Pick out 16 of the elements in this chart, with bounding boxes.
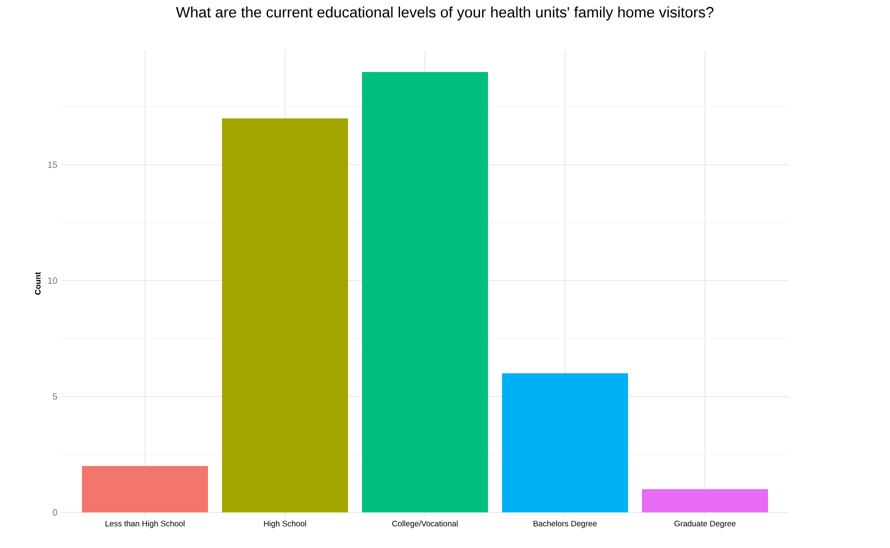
bar <box>642 489 768 512</box>
x-tick-label: Graduate Degree <box>674 520 736 528</box>
x-tick-label: College/Vocational <box>392 520 458 528</box>
y-tick-label: 10 <box>48 277 58 284</box>
bar <box>362 72 488 512</box>
y-tick-label: 15 <box>48 162 58 168</box>
x-tick-label: High School <box>264 520 306 528</box>
chart-title: What are the current educational levels of your health units' family home visitors? <box>176 6 714 20</box>
bar <box>82 466 208 512</box>
y-axis-title: Count <box>34 272 41 295</box>
y-tick-label: 0 <box>52 509 58 516</box>
x-tick-label: Bachelors Degree <box>534 520 597 528</box>
x-tick-label: Less than High School <box>106 520 184 528</box>
bar <box>502 373 628 512</box>
bar <box>222 118 348 512</box>
y-tick-label: 5 <box>52 393 58 400</box>
